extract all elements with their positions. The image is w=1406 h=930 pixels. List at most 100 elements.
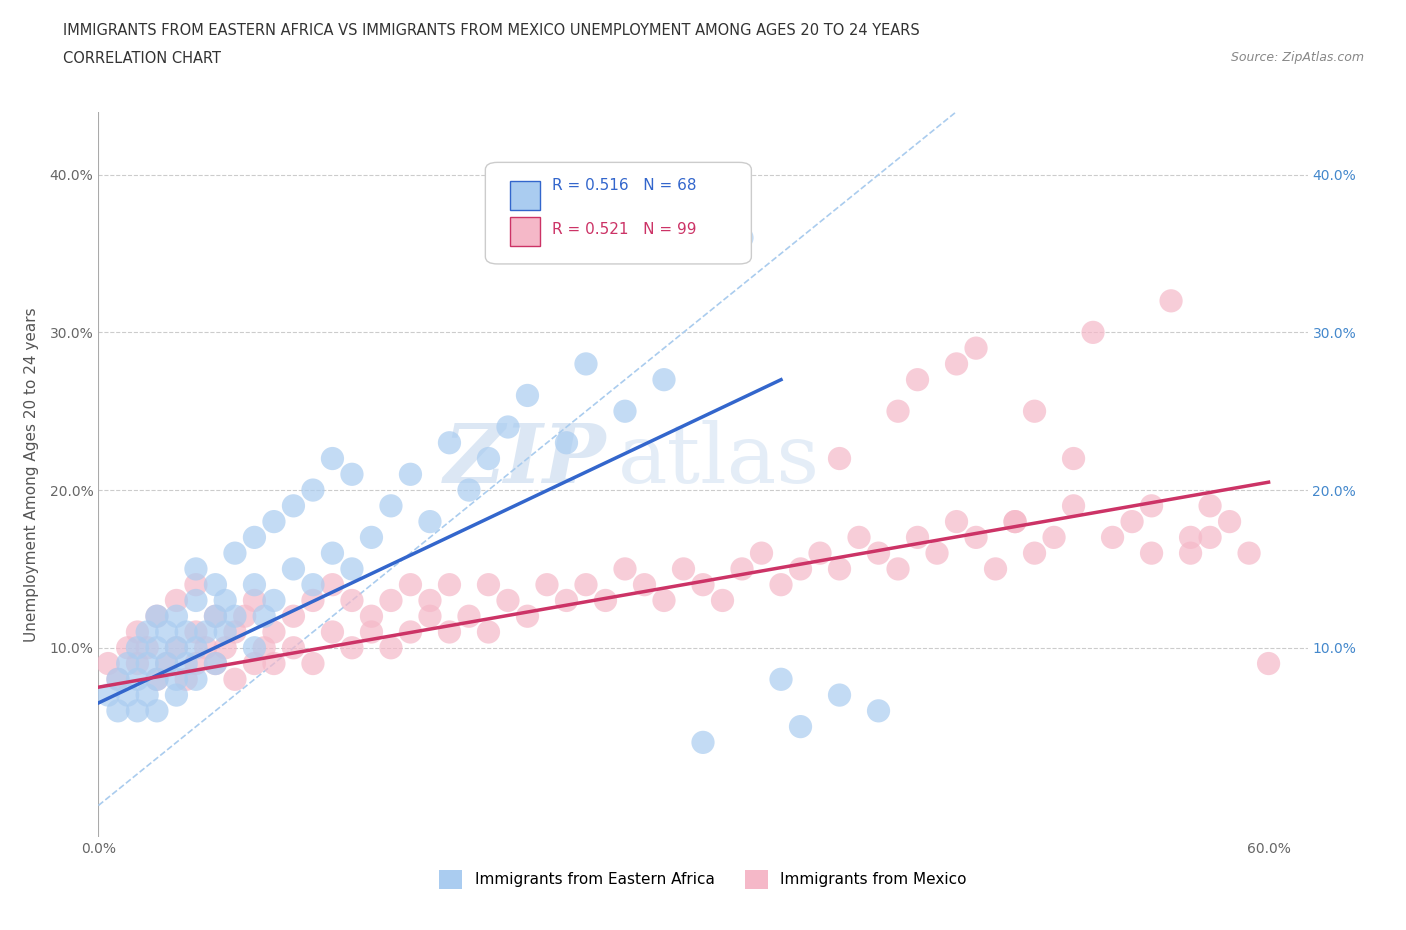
Point — [536, 578, 558, 592]
Point — [184, 578, 207, 592]
Point — [302, 578, 325, 592]
Point — [380, 593, 402, 608]
Point — [1180, 546, 1202, 561]
Point — [224, 546, 246, 561]
Point — [848, 530, 870, 545]
Point — [808, 546, 831, 561]
Point — [156, 625, 179, 640]
Point — [283, 609, 305, 624]
Point — [107, 671, 129, 686]
Point — [789, 719, 811, 734]
Point — [907, 372, 929, 387]
Bar — [509, 180, 540, 209]
Point — [321, 625, 343, 640]
Point — [731, 562, 754, 577]
Point — [156, 656, 179, 671]
Point — [419, 609, 441, 624]
Point — [672, 562, 695, 577]
Point — [117, 687, 139, 702]
Point — [165, 593, 187, 608]
Point — [127, 703, 149, 718]
Point — [302, 656, 325, 671]
Point — [146, 671, 169, 686]
Point — [1101, 530, 1123, 545]
Point — [117, 656, 139, 671]
Point — [194, 625, 217, 640]
Point — [477, 578, 499, 592]
Point — [1237, 546, 1260, 561]
Point — [1063, 451, 1085, 466]
Point — [340, 641, 363, 656]
Text: IMMIGRANTS FROM EASTERN AFRICA VS IMMIGRANTS FROM MEXICO UNEMPLOYMENT AMONG AGES: IMMIGRANTS FROM EASTERN AFRICA VS IMMIGR… — [63, 23, 920, 38]
Point — [965, 340, 987, 355]
Point — [243, 530, 266, 545]
Point — [184, 562, 207, 577]
Point — [652, 593, 675, 608]
Point — [828, 451, 851, 466]
Point — [283, 562, 305, 577]
Text: ZIP: ZIP — [444, 419, 606, 499]
Text: atlas: atlas — [619, 419, 821, 499]
Point — [1180, 530, 1202, 545]
Point — [789, 562, 811, 577]
Point — [399, 625, 422, 640]
Point — [117, 641, 139, 656]
Point — [439, 435, 461, 450]
Point — [380, 641, 402, 656]
Point — [233, 609, 256, 624]
Point — [302, 593, 325, 608]
Bar — [509, 217, 540, 246]
Point — [243, 578, 266, 592]
Point — [1081, 325, 1104, 339]
Point — [165, 687, 187, 702]
Text: R = 0.521   N = 99: R = 0.521 N = 99 — [551, 221, 696, 236]
Point — [399, 467, 422, 482]
Point — [214, 625, 236, 640]
Point — [184, 671, 207, 686]
Point — [477, 451, 499, 466]
Point — [127, 656, 149, 671]
Point — [214, 641, 236, 656]
Point — [555, 593, 578, 608]
Point — [652, 372, 675, 387]
Point — [184, 641, 207, 656]
Point — [263, 656, 285, 671]
Point — [97, 687, 120, 702]
Point — [146, 671, 169, 686]
Text: Source: ZipAtlas.com: Source: ZipAtlas.com — [1230, 51, 1364, 64]
Point — [1004, 514, 1026, 529]
Point — [887, 404, 910, 418]
Point — [614, 404, 637, 418]
Point — [984, 562, 1007, 577]
Point — [925, 546, 948, 561]
Point — [321, 451, 343, 466]
Point — [253, 641, 276, 656]
Point — [692, 735, 714, 750]
Point — [184, 625, 207, 640]
Point — [194, 641, 217, 656]
Point — [575, 578, 598, 592]
Point — [769, 578, 792, 592]
Point — [214, 593, 236, 608]
Point — [174, 671, 197, 686]
Point — [1140, 546, 1163, 561]
Point — [419, 514, 441, 529]
Point — [243, 593, 266, 608]
Point — [127, 641, 149, 656]
Text: R = 0.516   N = 68: R = 0.516 N = 68 — [551, 178, 696, 193]
Point — [146, 641, 169, 656]
Point — [1063, 498, 1085, 513]
Point — [751, 546, 773, 561]
Point — [496, 419, 519, 434]
Point — [419, 593, 441, 608]
Point — [965, 530, 987, 545]
Point — [165, 671, 187, 686]
Point — [516, 609, 538, 624]
Point — [1257, 656, 1279, 671]
Point — [283, 641, 305, 656]
Point — [477, 625, 499, 640]
Point — [633, 578, 655, 592]
Point — [204, 609, 226, 624]
Point — [731, 231, 754, 246]
Point — [243, 656, 266, 671]
